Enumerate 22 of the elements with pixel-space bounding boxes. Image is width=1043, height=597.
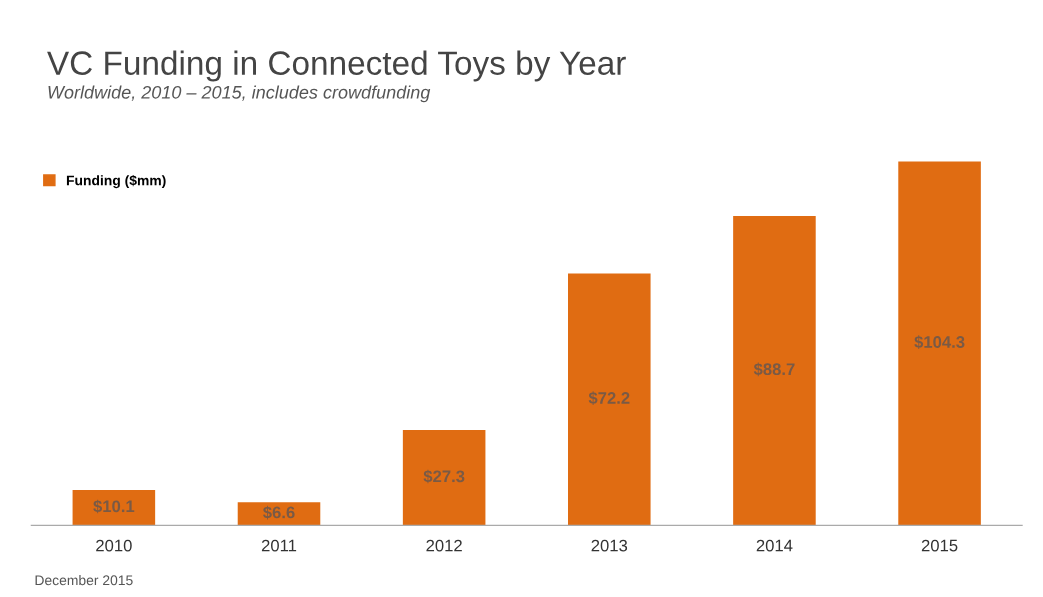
- chart-subtitle: Worldwide, 2010 – 2015, includes crowdfunding: [48, 85, 431, 103]
- bar: [898, 161, 981, 526]
- data-label: $104.3: [914, 335, 965, 349]
- x-tick-label: 2011: [261, 539, 297, 552]
- text: December 2015: [35, 574, 133, 586]
- data-label: $6.6: [263, 505, 295, 520]
- x-tick-label: 2012: [426, 539, 462, 552]
- chart-title: VC Funding in Connected Toys by Year: [47, 50, 626, 82]
- data-label: $27.3: [423, 469, 465, 484]
- x-tick-label: 2014: [756, 539, 793, 552]
- x-tick-label: 2013: [591, 539, 628, 552]
- bar: [568, 273, 651, 526]
- data-label: $72.2: [588, 391, 630, 405]
- x-tick-label: 2010: [96, 539, 132, 552]
- bar: [237, 502, 321, 526]
- data-label: $88.7: [753, 362, 795, 377]
- data-label: $10.1: [93, 499, 135, 514]
- bar: [72, 490, 156, 526]
- bar: [733, 215, 816, 526]
- legend-label: Funding ($mm): [66, 174, 166, 189]
- bar: [402, 430, 486, 526]
- x-tick-label: 2015: [921, 539, 958, 552]
